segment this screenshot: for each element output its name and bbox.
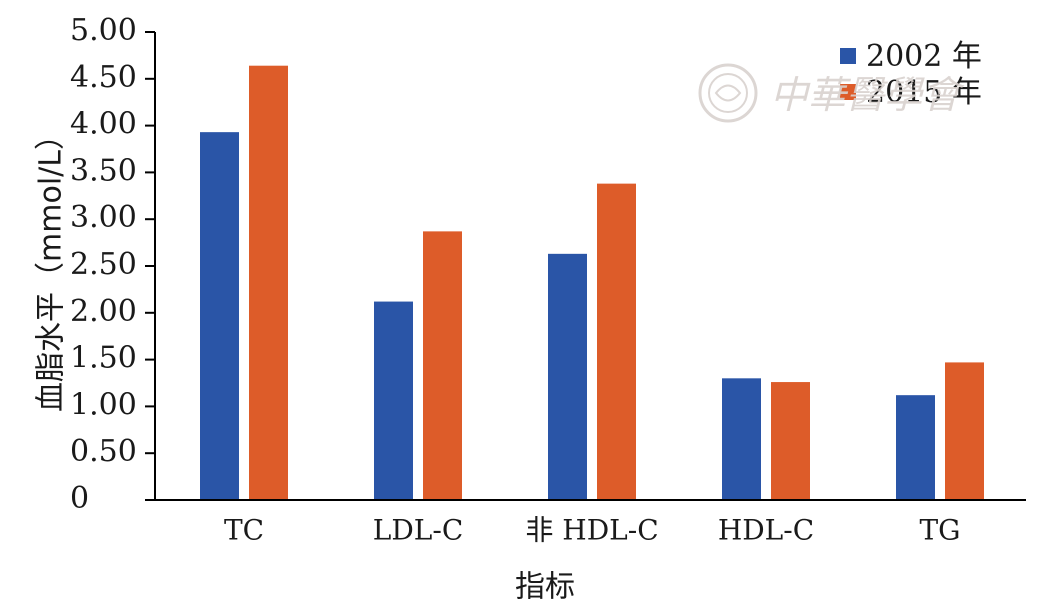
- x-category-label: HDL-C: [718, 514, 814, 547]
- y-tick-label: 3.50: [70, 153, 137, 188]
- y-tick-label: 1.00: [70, 387, 137, 422]
- x-category-label: TG: [919, 514, 960, 547]
- x-category-label: TC: [224, 514, 264, 547]
- y-tick-label: 1.50: [70, 341, 137, 376]
- legend-swatch-2002: [840, 48, 856, 64]
- y-axis-title: 血脂水平（mmol/L）: [34, 120, 69, 412]
- x-category-label: LDL-C: [373, 514, 464, 547]
- legend: 2002 年 2015 年: [840, 39, 982, 110]
- bars: [200, 65, 984, 501]
- legend-swatch-2015: [840, 84, 856, 100]
- bar-2015-3: [771, 382, 810, 500]
- y-tick-label: 0.50: [70, 434, 137, 469]
- y-tick-label: 4.50: [70, 60, 137, 95]
- y-axis-ticks: 0 0.50 1.00 1.50 2.00 2.50 3.00 3.50 4.00 4.50 5.0…: [70, 13, 155, 516]
- x-axis-title: 指标: [515, 570, 575, 605]
- y-tick-label: 2.00: [70, 294, 137, 329]
- watermark-text: 中華醫學會: [770, 73, 965, 117]
- legend-label-2015: 2015 年: [866, 75, 982, 110]
- bar-2015-4: [945, 362, 984, 500]
- bar-2002-1: [374, 301, 413, 500]
- y-tick-label: 3.00: [70, 200, 137, 235]
- bar-2015-0: [249, 65, 288, 501]
- watermark: 中華醫學會: [698, 63, 965, 123]
- bar-2002-2: [548, 253, 587, 500]
- emblem-icon: [698, 63, 758, 123]
- y-tick-label: 2.50: [70, 247, 137, 282]
- y-tick-label: 5.00: [70, 13, 137, 48]
- bar-2002-3: [722, 378, 761, 500]
- y-tick-label: 0: [70, 481, 89, 516]
- legend-label-2002: 2002 年: [866, 39, 982, 74]
- bar-2015-2: [597, 183, 636, 500]
- bar-2002-0: [200, 132, 239, 501]
- x-category-label: 非 HDL-C: [525, 514, 658, 547]
- bar-2002-4: [896, 395, 935, 500]
- y-tick-label: 4.00: [70, 107, 137, 142]
- bar-2015-1: [423, 231, 462, 501]
- x-axis-categories: TC LDL-C 非 HDL-C HDL-C TG: [224, 514, 961, 547]
